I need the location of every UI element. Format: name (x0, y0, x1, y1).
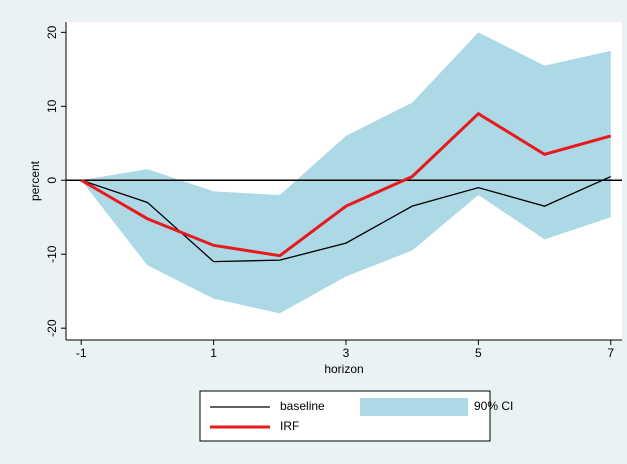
x-tick-label: 1 (210, 346, 217, 360)
x-tick-label: -1 (76, 346, 87, 360)
y-tick-label: 10 (45, 99, 59, 113)
y-tick-label: 20 (45, 25, 59, 39)
x-tick-label: 5 (475, 346, 482, 360)
legend-label: IRF (280, 419, 299, 433)
legend-label: 90% CI (474, 399, 513, 413)
y-tick-label: -10 (45, 245, 59, 263)
y-tick-label: 0 (45, 177, 59, 184)
x-tick-label: 7 (607, 346, 614, 360)
ci-band (81, 32, 611, 314)
x-tick-label: 3 (343, 346, 350, 360)
y-tick-label: -20 (45, 319, 59, 337)
series-line (80, 111, 612, 258)
series-line (81, 175, 612, 263)
legend-label: baseline (280, 399, 325, 413)
x-axis-title: horizon (324, 362, 363, 376)
y-axis-title: percent (28, 160, 42, 201)
legend-swatch (360, 398, 468, 416)
